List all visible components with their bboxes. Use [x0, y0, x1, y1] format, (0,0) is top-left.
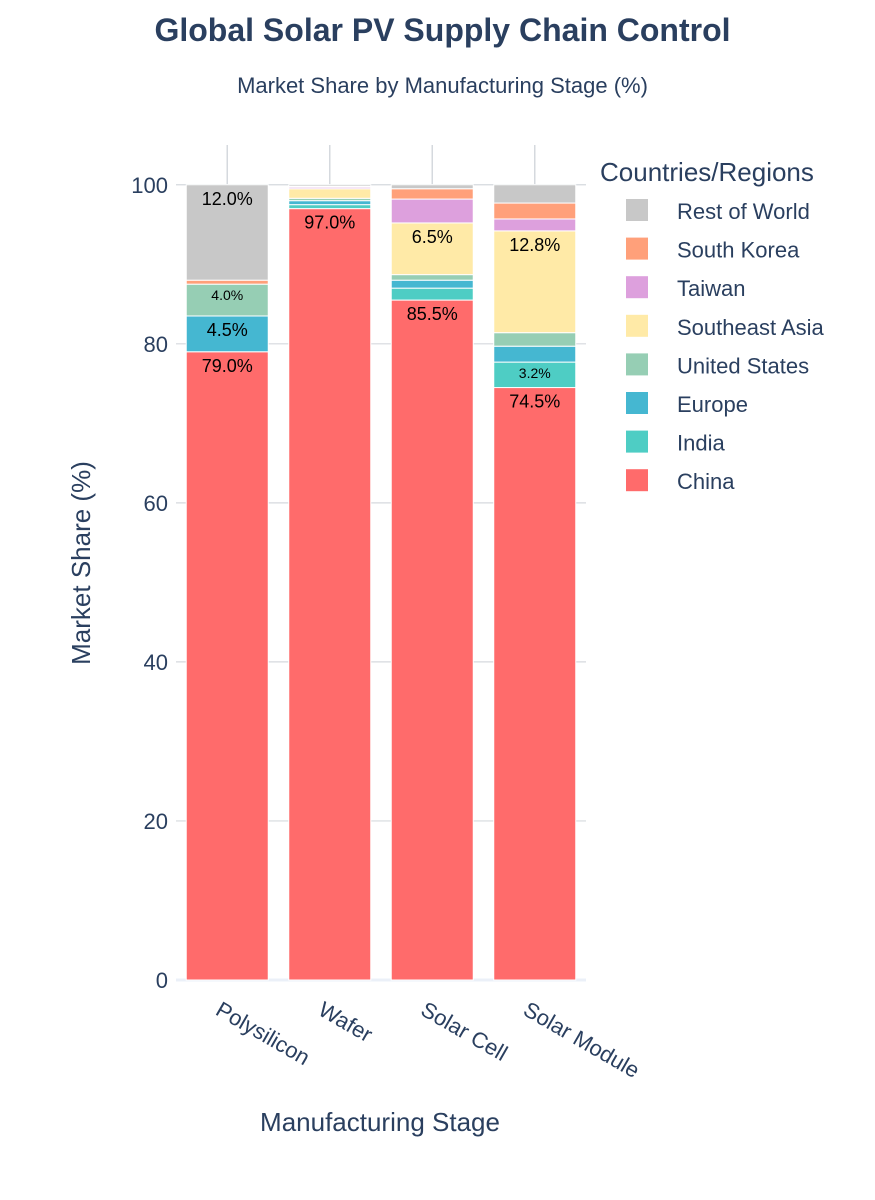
bar-segment: [390, 274, 474, 281]
legend-swatch: [626, 392, 648, 414]
legend-swatch: [626, 353, 648, 376]
bar-segment: [390, 287, 474, 301]
y-tick-label: 100: [131, 173, 168, 198]
legend-swatch: [626, 276, 648, 299]
legend-entry-label: China: [677, 469, 735, 494]
bar-segment: [390, 198, 474, 224]
bar-data-label: 6.5%: [412, 227, 453, 247]
y-axis-title: Market Share (%): [66, 461, 96, 665]
chart-title: Global Solar PV Supply Chain Control: [154, 12, 731, 48]
legend-swatch: [626, 314, 648, 337]
legend-swatch: [626, 199, 648, 221]
legend-entry-label: South Korea: [677, 238, 800, 263]
legend-swatch: [626, 237, 648, 260]
bar-data-label: 4.5%: [207, 320, 248, 340]
bar-segment: [288, 200, 372, 206]
y-tick-label: 40: [144, 650, 168, 675]
bar-segment: [493, 345, 577, 363]
legend-swatch: [626, 469, 648, 492]
legend: Countries/Regions Rest of World South Kor…: [600, 157, 825, 494]
bar-segment: [390, 188, 474, 200]
bar-data-label: 97.0%: [304, 213, 355, 233]
bar-segment: [493, 332, 577, 347]
bar-segment: [185, 184, 269, 281]
bar-segment: [493, 184, 577, 204]
bar-segment: [493, 387, 577, 981]
y-tick-label: 60: [144, 491, 168, 516]
bars: [185, 184, 577, 981]
bar-data-label: 12.8%: [509, 235, 560, 255]
legend-entry-label: Southeast Asia: [677, 315, 825, 340]
x-axis-title: Manufacturing Stage: [260, 1107, 500, 1137]
legend-entry-label: Europe: [677, 392, 748, 417]
x-tick-label: Solar Module: [519, 997, 644, 1083]
bar-segment: [288, 208, 372, 981]
x-tick-label: Solar Cell: [417, 997, 512, 1066]
x-tick-label: Wafer: [314, 997, 377, 1048]
legend-entry-label: Taiwan: [677, 276, 745, 301]
bar-data-label: 3.2%: [519, 365, 551, 381]
bar-segment: [288, 204, 372, 210]
bar-data-label: 4.0%: [211, 287, 243, 303]
bar-segment: [493, 218, 577, 232]
legend-entry-label: Rest of World: [677, 199, 810, 224]
legend-title: Countries/Regions: [600, 157, 814, 187]
y-tick-label: 20: [144, 809, 168, 834]
bar-data-labels: 79.0% 4.5% 4.0% 12.0% 97.0% 85.5% 6.5% 74.5% 3.2…: [202, 189, 561, 412]
bar-segment: [185, 351, 269, 981]
bar-segment: [288, 188, 372, 199]
bar-segment: [185, 279, 269, 285]
bar-segment: [185, 315, 269, 353]
legend-entry-label: India: [677, 431, 725, 456]
bar-segment: [288, 184, 372, 187]
bar-data-label: 79.0%: [202, 356, 253, 376]
y-tick-label: 0: [156, 968, 168, 993]
bar-data-label: 85.5%: [407, 304, 458, 324]
legend-swatch: [626, 430, 648, 453]
bar-data-label: 12.0%: [202, 189, 253, 209]
bar-segment: [493, 230, 577, 334]
bar-segment: [185, 283, 269, 317]
y-tick-label: 80: [144, 332, 168, 357]
bar-segment: [493, 202, 577, 220]
legend-entry-label: United States: [677, 353, 809, 378]
bar-segment: [390, 279, 474, 289]
chart-subtitle: Market Share by Manufacturing Stage (%): [237, 73, 648, 98]
bar-data-label: 74.5%: [509, 392, 560, 412]
bar-segment: [493, 361, 577, 389]
x-tick-label: Polysilicon: [212, 997, 315, 1071]
bar-segment: [390, 184, 474, 190]
bar-segment: [390, 299, 474, 981]
